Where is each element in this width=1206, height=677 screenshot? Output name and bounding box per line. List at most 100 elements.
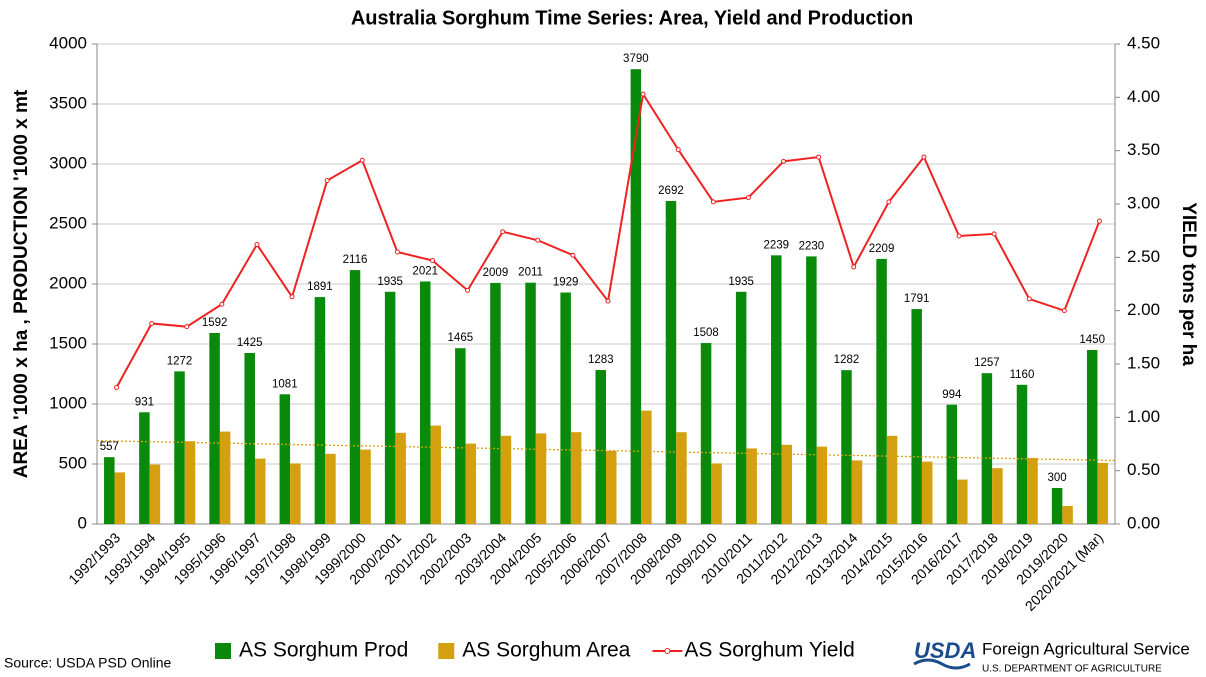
- data-label: 1272: [167, 355, 193, 367]
- data-label: 1929: [553, 277, 579, 289]
- bar: [104, 457, 115, 524]
- y2-axis-label: YIELD tons per ha: [1178, 202, 1199, 366]
- bar: [781, 444, 793, 524]
- line-point: [114, 384, 120, 390]
- bar: [771, 255, 782, 524]
- bar: [606, 450, 617, 524]
- line-point: [570, 252, 576, 258]
- bar: [525, 282, 536, 524]
- data-label: 1282: [834, 354, 860, 366]
- data-label: 1465: [448, 332, 474, 344]
- line-point: [956, 233, 962, 239]
- logo: USDA: [914, 638, 976, 663]
- bar: [1051, 488, 1063, 524]
- line: [115, 91, 1101, 388]
- line-point: [535, 237, 541, 243]
- y2-tick-label: 2.00: [1127, 300, 1160, 319]
- bar: [595, 370, 606, 524]
- data-label: 2230: [799, 240, 825, 252]
- bar: [921, 461, 933, 524]
- bar: [841, 370, 852, 524]
- bar: [279, 394, 291, 524]
- bar: [992, 468, 1003, 524]
- bar: [349, 270, 361, 524]
- bar: [1097, 462, 1108, 524]
- y-axis-label: AREA '1000 x ha , PRODUCTION '1000 x mt: [11, 89, 32, 478]
- bar: [465, 443, 477, 524]
- legend-swatch: [215, 643, 231, 659]
- legend-swatch: [664, 648, 671, 654]
- y-tick-label: 1000: [49, 393, 87, 412]
- bar: [325, 453, 336, 524]
- bar: [700, 343, 712, 524]
- department: U.S. DEPARTMENT OF AGRICULTURE: [982, 664, 1162, 675]
- bar: [1027, 458, 1038, 524]
- bar: [816, 446, 828, 524]
- y-tick-label: 2500: [49, 213, 87, 232]
- bar: [455, 348, 466, 524]
- line-point: [781, 158, 787, 164]
- y-tick-label: 0: [78, 513, 87, 532]
- bar: [957, 479, 968, 524]
- data-label: 2239: [763, 239, 789, 251]
- bar: [746, 448, 757, 524]
- line-point: [1096, 218, 1102, 224]
- bar: [886, 435, 898, 524]
- y-tick-label: 3000: [49, 153, 87, 172]
- line-point: [745, 195, 751, 201]
- bar: [806, 256, 817, 524]
- data-label: 1891: [307, 281, 333, 293]
- line-point: [710, 199, 716, 205]
- y2-tick-label: 3.00: [1127, 193, 1160, 212]
- line-point: [605, 298, 611, 304]
- legend-label: AS Sorghum Yield: [684, 639, 854, 662]
- logo-wave: [913, 658, 971, 670]
- line-point: [465, 287, 471, 293]
- bar: [184, 441, 196, 524]
- line-point: [886, 199, 892, 205]
- data-label: 2209: [869, 243, 895, 255]
- y2-tick-label: 3.50: [1127, 140, 1160, 159]
- bar: [711, 463, 722, 524]
- bar: [395, 432, 406, 524]
- data-label: 1791: [904, 293, 930, 305]
- line-point: [851, 264, 857, 270]
- bar: [1086, 350, 1098, 524]
- bar: [570, 432, 582, 524]
- data-label: 2692: [658, 185, 684, 197]
- bar: [535, 433, 547, 524]
- line-point: [219, 301, 225, 307]
- bar: [430, 425, 441, 524]
- bar: [254, 458, 266, 524]
- data-label: 2011: [518, 267, 543, 279]
- data-label: 2116: [343, 254, 368, 266]
- bar: [981, 373, 993, 524]
- data-label: 3790: [623, 53, 649, 65]
- trendline: [96, 440, 1116, 462]
- data-label: 994: [942, 389, 962, 401]
- data-label: 300: [1048, 472, 1067, 484]
- line-point: [359, 157, 365, 163]
- line-point: [675, 147, 681, 153]
- source: Source: USDA PSD Online: [4, 655, 172, 671]
- bar: [630, 69, 642, 524]
- chart-title: Australia Sorghum Time Series: Area, Yie…: [351, 7, 913, 29]
- y-tick-label: 500: [59, 453, 87, 472]
- line-point: [640, 91, 646, 97]
- bar: [851, 460, 863, 524]
- bar: [665, 200, 677, 524]
- bar: [1062, 506, 1073, 524]
- y2-tick-label: 0.50: [1127, 460, 1160, 479]
- y-tick-label: 1500: [49, 333, 87, 352]
- bar: [149, 464, 161, 524]
- bar: [500, 435, 512, 524]
- line-point: [149, 320, 155, 326]
- bar: [384, 291, 396, 524]
- bar: [174, 371, 185, 524]
- bar: [676, 432, 687, 524]
- y2-tick-label: 4.50: [1127, 33, 1160, 52]
- y2-tick-label: 2.50: [1127, 247, 1160, 266]
- data-label: 2021: [412, 266, 438, 278]
- line-point: [816, 154, 822, 160]
